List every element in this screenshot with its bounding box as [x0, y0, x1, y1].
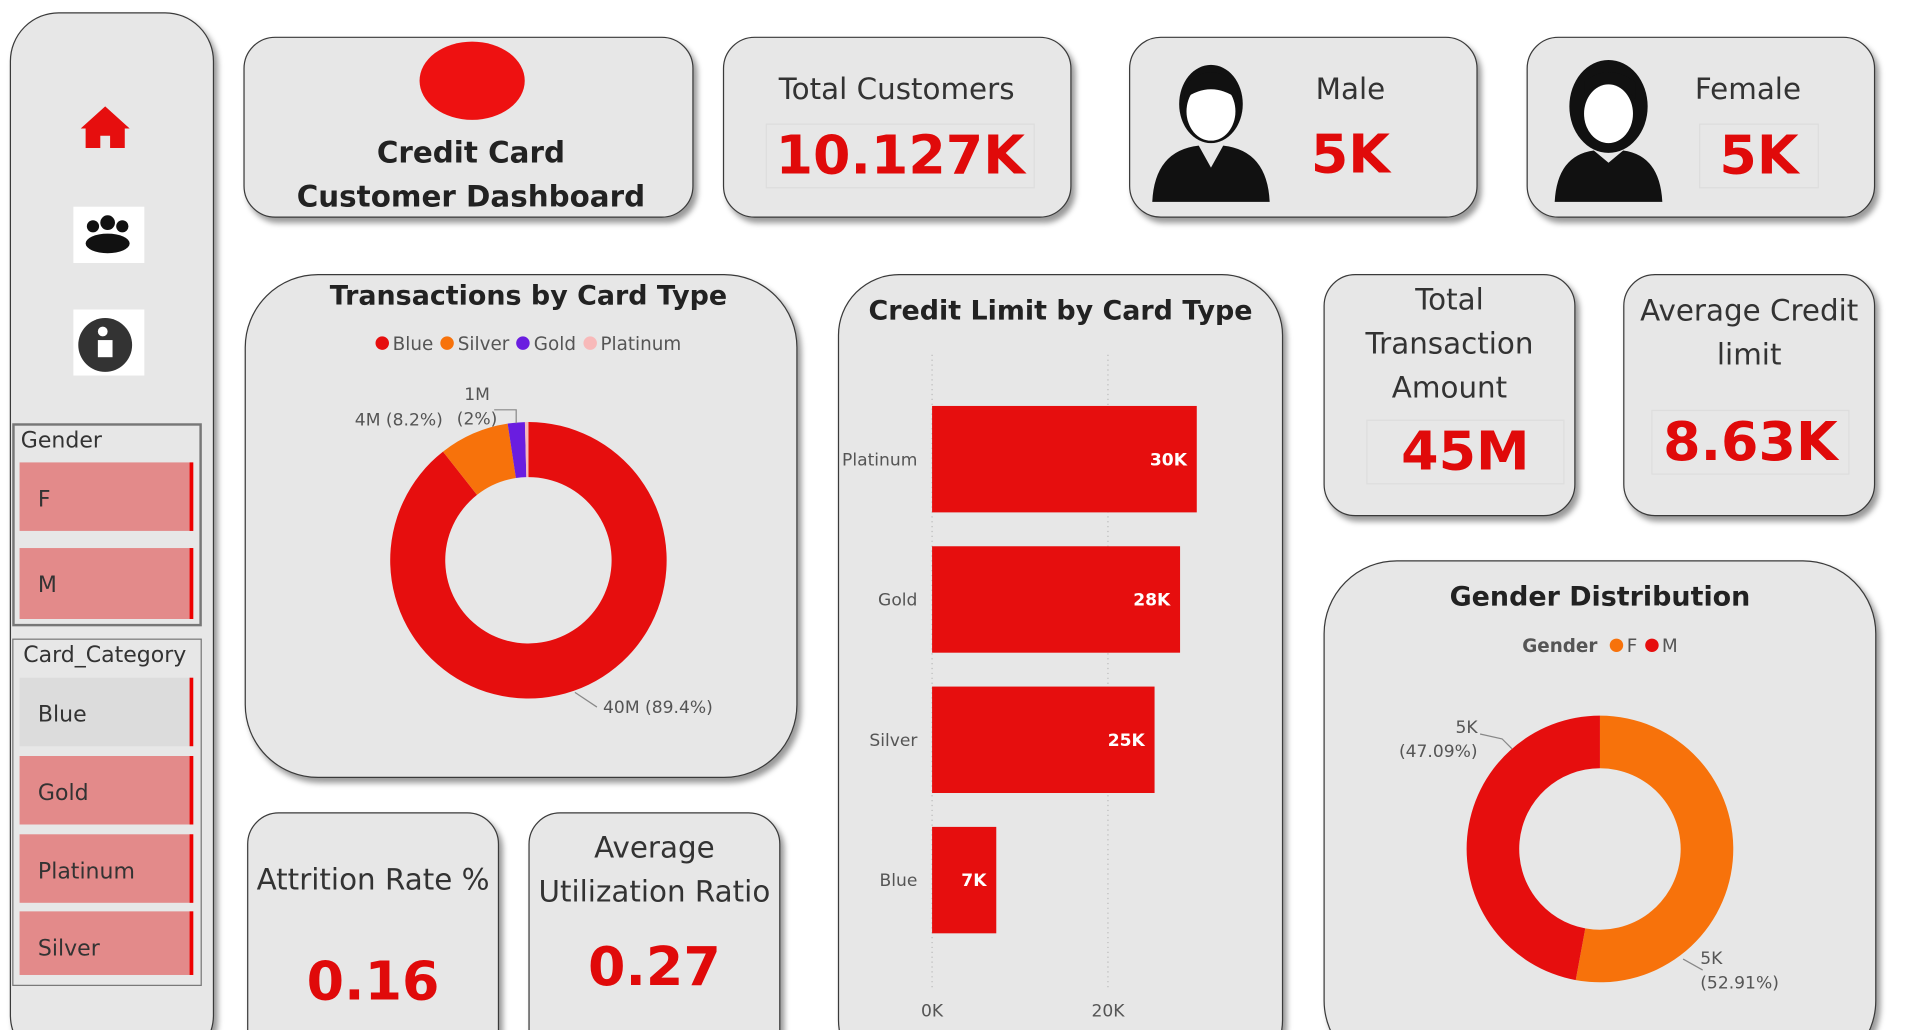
kpi-value: 8.63K [1651, 409, 1850, 475]
data-label: 30K [1150, 450, 1188, 470]
kpi-value: 0.16 [306, 950, 440, 1013]
bar [932, 686, 1155, 794]
leader-line [494, 409, 517, 424]
slicer-item[interactable]: Platinum [19, 834, 194, 903]
chart-title: Credit Limit by Card Type [868, 296, 1253, 327]
legend-label: Blue [392, 332, 434, 355]
home-icon[interactable] [80, 106, 130, 149]
leader-line [1479, 733, 1513, 750]
y-tick-label: Silver [869, 731, 918, 751]
leader-line [1682, 958, 1703, 971]
kpi-card: Attrition Rate % 0.16 [247, 812, 500, 1030]
bar [932, 826, 997, 934]
kpi-card: Average Utilization Ratio 0.27 [528, 812, 781, 1030]
slicer-title: Gender [20, 428, 102, 454]
kpi-value: 10.127K [765, 123, 1035, 189]
data-label: 7K [961, 871, 987, 891]
donut-slice [524, 422, 529, 478]
kpi-label: Male [1315, 72, 1386, 107]
data-label: 40M (89.4%) [603, 698, 713, 719]
donut-slice [507, 422, 527, 479]
kpi-label: Total Transaction Amount [1365, 282, 1534, 405]
kpi-card: Female 5K [1526, 36, 1876, 218]
legend-label: Gold [533, 332, 576, 355]
donut-slice [390, 422, 667, 699]
legend-item[interactable]: Silver [440, 332, 510, 355]
slicer-item[interactable]: Gold [19, 755, 194, 825]
kpi-label: Female [1694, 72, 1802, 107]
kpi-card: Male 5K [1129, 36, 1478, 218]
donut-slice [443, 423, 516, 495]
kpi-value: 5K [1310, 123, 1390, 186]
male-icon [1152, 64, 1270, 202]
slicer-title: Card_Category [23, 642, 187, 668]
legend-label: M [1661, 634, 1678, 657]
card-slicer: Card_Category [12, 638, 202, 986]
data-label: 25K [1108, 731, 1146, 751]
legend-item[interactable]: Platinum [583, 333, 681, 355]
legend-item[interactable]: M [1644, 634, 1678, 657]
slicer-item[interactable]: M [19, 548, 194, 619]
legend-item[interactable]: F [1609, 634, 1638, 657]
slicer-item[interactable]: Blue [19, 677, 194, 747]
title-card: Credit Card Customer Dashboard [243, 36, 694, 218]
chart-title: Gender Distribution [1449, 582, 1751, 613]
kpi-label: Average Credit limit [1640, 293, 1859, 372]
y-tick-label: Gold [878, 591, 917, 611]
kpi-card: Total Transaction Amount 45M [1323, 274, 1576, 517]
legend-label: Silver [457, 332, 510, 355]
data-label: 4M (8.2%) [354, 411, 443, 431]
gender-slicer: Gender [12, 423, 202, 627]
female-icon [1554, 59, 1663, 202]
kpi-label: Attrition Rate % [256, 862, 490, 897]
kpi-value: 0.27 [588, 935, 721, 999]
kpi-value: 5K [1699, 123, 1819, 189]
bar [932, 546, 1181, 653]
chart-title: Transactions by Card Type [329, 281, 728, 312]
kpi-card: Average Credit limit 8.63K [1623, 274, 1876, 517]
logo [419, 41, 525, 120]
legend: Blue Silver Gold Platinum [259, 333, 797, 355]
kpi-label: Average Utilization Ratio [538, 830, 771, 909]
donut-slice [1466, 715, 1600, 981]
slicer-item[interactable]: Silver [19, 911, 194, 975]
legend: Gender F M [1331, 635, 1869, 657]
legend-label: F [1626, 634, 1638, 657]
bar [932, 405, 1197, 513]
legend-item[interactable]: Gold [516, 332, 576, 355]
x-tick-label: 20K [1091, 1002, 1125, 1022]
slicer-item[interactable]: F [19, 462, 194, 531]
y-tick-label: Platinum [842, 450, 917, 470]
kpi-label: Total Customers [778, 72, 1015, 107]
nav-icons [73, 106, 145, 376]
kpi-card: Total Customers 10.127K [722, 36, 1072, 218]
kpi-value: 45M [1366, 419, 1565, 485]
data-label: 5K (47.09%) [1398, 718, 1478, 763]
data-label: 28K [1133, 591, 1171, 611]
x-tick-label: 0K [921, 1002, 944, 1022]
y-tick-label: Blue [880, 871, 918, 891]
legend-label: Platinum [600, 332, 682, 355]
legend-item[interactable]: Blue [375, 332, 434, 355]
leader-line [574, 691, 598, 708]
dashboard-title: Credit Card Customer Dashboard [296, 135, 646, 215]
data-label: 5K (52.91%) [1700, 949, 1779, 994]
donut-slice [1575, 715, 1734, 983]
legend-title: Gender [1522, 634, 1598, 657]
data-label: 1M (2%) [456, 385, 498, 430]
